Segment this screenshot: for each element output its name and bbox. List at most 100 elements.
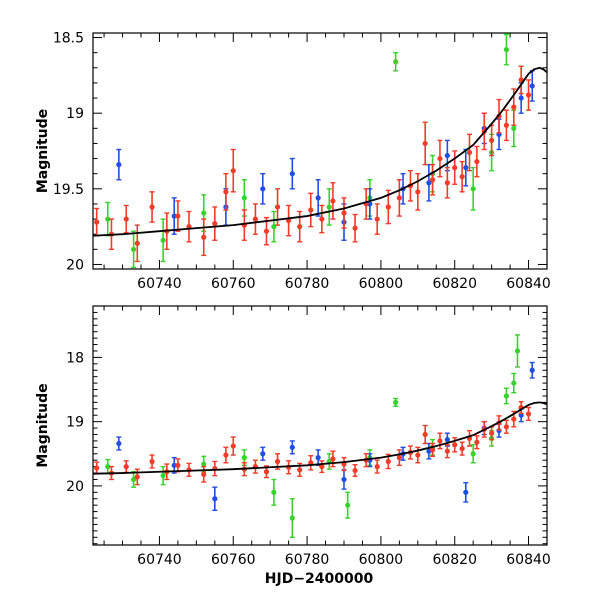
data-point-green [393, 59, 399, 65]
data-point-red [437, 438, 443, 444]
data-point-red [429, 447, 436, 453]
data-point-red [123, 464, 129, 470]
data-point-red [175, 213, 181, 219]
data-point-green [241, 195, 247, 201]
data-point-green [131, 476, 137, 483]
data-point-red [263, 469, 270, 475]
data-point-green [160, 237, 166, 243]
data-point-red [415, 189, 421, 195]
data-point-red [525, 411, 532, 417]
data-point-red [429, 177, 436, 183]
y-tick-label: 20 [66, 479, 84, 495]
data-point-red [230, 443, 236, 449]
data-point-red [459, 446, 465, 452]
data-point-blue [289, 444, 295, 450]
data-point-green [131, 246, 137, 252]
data-point-blue [171, 213, 177, 219]
data-point-red [489, 430, 495, 436]
data-point-blue [260, 186, 266, 192]
data-point-red [459, 174, 465, 180]
data-point-green [326, 204, 332, 210]
data-point-red [201, 234, 207, 240]
data-point-red [297, 467, 303, 473]
data-point-green [105, 216, 111, 222]
x-tick-label: 60840 [506, 552, 551, 568]
data-layer [93, 334, 547, 538]
data-point-green [393, 399, 399, 405]
data-point-green [105, 464, 111, 470]
data-point-red [511, 416, 517, 422]
data-point-red [466, 149, 473, 156]
data-point-red [452, 165, 458, 171]
data-point-red [94, 219, 100, 225]
data-point-red [511, 104, 517, 110]
data-point-blue [116, 440, 122, 447]
data-point-red [452, 442, 458, 448]
data-point-red [474, 158, 480, 165]
data-point-red [415, 452, 421, 458]
data-layer [93, 33, 547, 269]
data-point-red [308, 207, 314, 213]
data-point-blue [463, 489, 469, 495]
y-axis-label: Magnitude [35, 109, 51, 193]
data-point-red [374, 216, 380, 222]
x-tick-label: 60780 [285, 276, 330, 292]
data-point-red [444, 448, 450, 454]
bottom-panel: 60740 60760 60780 60800 60820 60840 18 19 20 Magn… [35, 305, 551, 568]
y-tick-label: 18 [66, 350, 84, 366]
data-point-green [470, 186, 476, 192]
data-point-red [252, 216, 259, 222]
data-point-blue [367, 201, 373, 207]
data-point-green [160, 473, 166, 479]
x-axis-label: HJD−2400000 [265, 571, 374, 587]
data-point-green [201, 210, 207, 216]
data-point-green [201, 461, 207, 467]
data-point-red [374, 464, 380, 470]
y-tick-label: 19 [66, 106, 84, 122]
data-point-blue [529, 367, 535, 373]
data-point-red [263, 228, 270, 234]
data-point-blue [426, 180, 432, 186]
y-tick-label: 18.5 [53, 31, 84, 47]
data-point-red [134, 474, 140, 480]
data-point-red [352, 225, 358, 231]
data-point-red [212, 221, 218, 227]
data-point-red [149, 204, 155, 210]
data-point-red [330, 198, 336, 204]
data-point-red [201, 471, 207, 477]
data-point-green [241, 455, 247, 461]
data-point-red [489, 137, 495, 144]
data-point-green [345, 502, 351, 508]
data-point-blue [518, 95, 524, 101]
x-tick-label: 60820 [432, 552, 477, 568]
data-point-blue [116, 162, 122, 168]
data-point-red [396, 195, 402, 201]
data-point-red [149, 458, 155, 465]
data-point-red [123, 216, 129, 222]
data-point-green [514, 348, 521, 354]
y-tick-label: 19 [66, 415, 84, 431]
data-point-red [385, 204, 391, 210]
x-tick-label: 60760 [211, 276, 256, 292]
data-point-red [223, 452, 229, 458]
data-point-red [422, 431, 428, 438]
data-point-blue [529, 83, 535, 89]
x-tick-label: 60820 [432, 276, 477, 292]
data-point-blue [315, 195, 321, 201]
x-tick-label: 60800 [359, 552, 404, 568]
data-point-red [274, 204, 281, 210]
data-point-red [525, 92, 532, 98]
data-point-blue [212, 496, 218, 502]
data-point-red [503, 122, 509, 128]
data-point-red [175, 462, 181, 468]
data-point-red [503, 424, 509, 430]
top-panel: 60740 60760 60780 60800 60820 60840 18.5 19 19.5… [35, 31, 551, 292]
data-point-blue [289, 171, 295, 177]
data-point-red [437, 155, 443, 162]
data-point-red [230, 168, 236, 174]
data-point-blue [260, 451, 266, 457]
data-point-blue [315, 455, 321, 461]
x-tick-label: 60760 [211, 552, 256, 568]
data-point-green [470, 451, 476, 457]
